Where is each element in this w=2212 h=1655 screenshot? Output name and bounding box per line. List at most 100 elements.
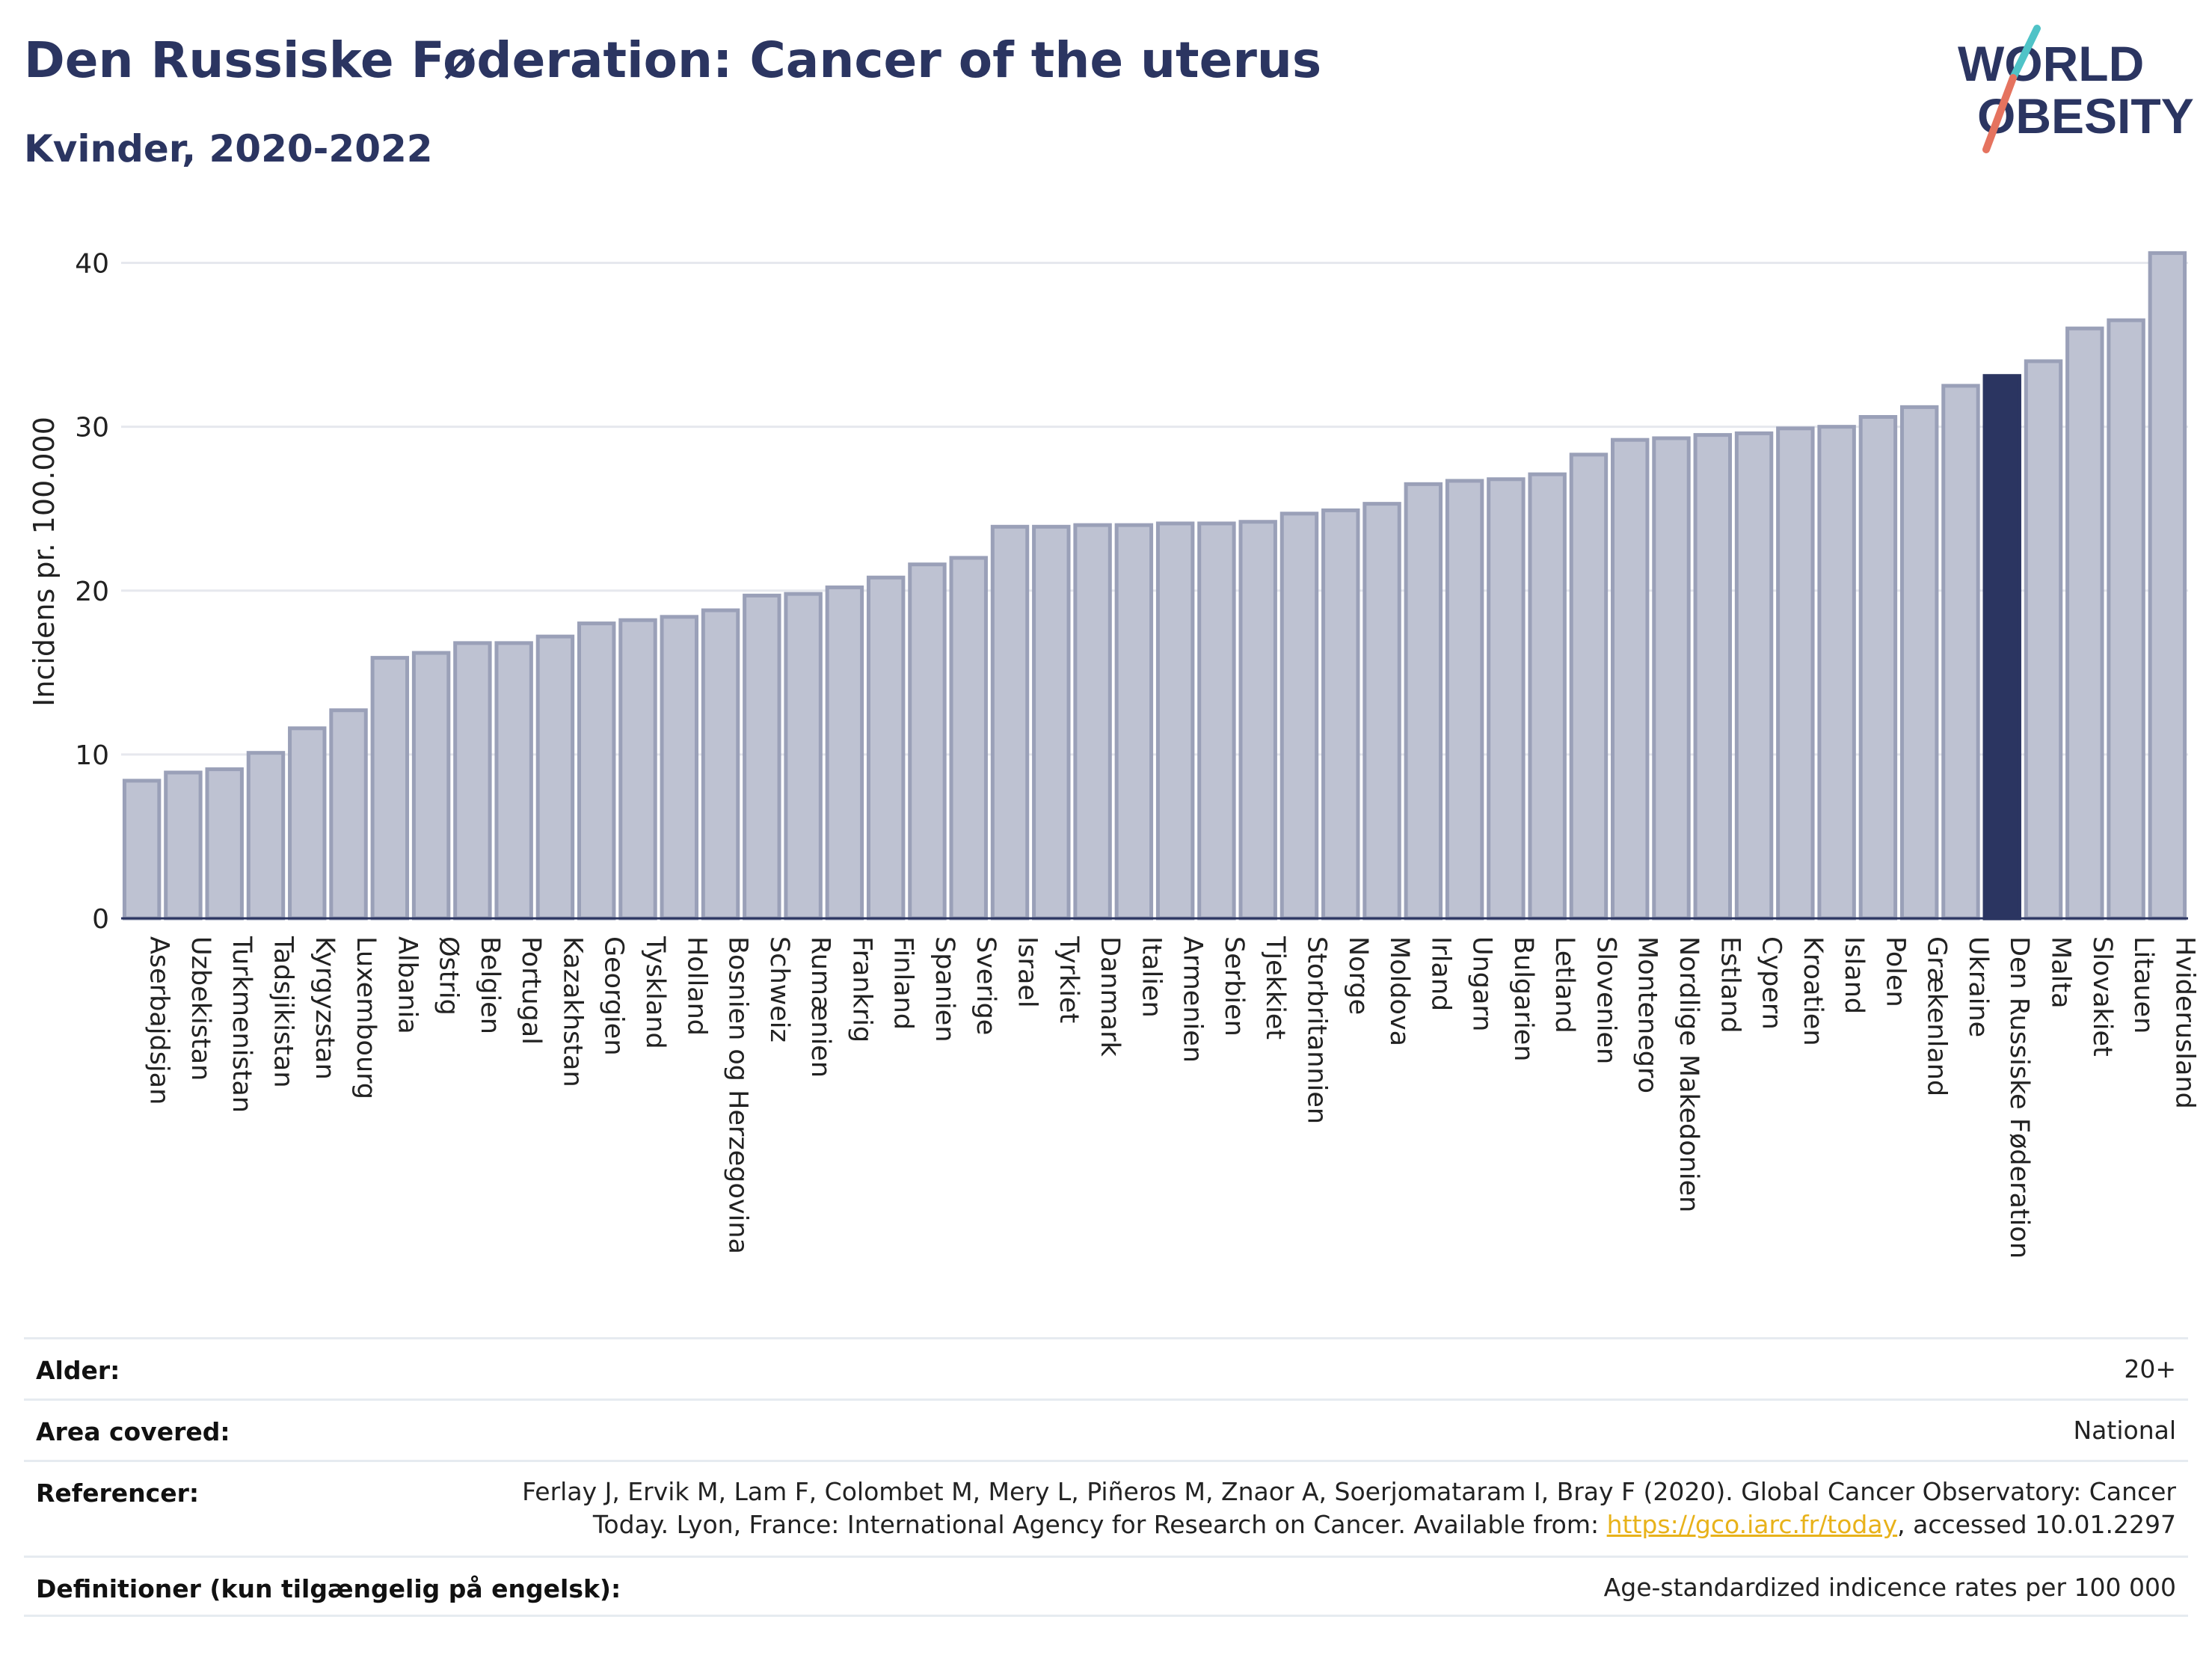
bar: [2107, 318, 2145, 921]
bar: [1652, 436, 1691, 921]
x-tick-label: Litauen: [2128, 936, 2158, 1034]
x-tick-label: Rumænien: [805, 936, 835, 1078]
bar: [1155, 521, 1195, 921]
meta-row-age: Alder: 20+: [24, 1337, 2188, 1398]
bar: [1858, 415, 1898, 921]
x-tick-label: Estland: [1715, 936, 1745, 1034]
world-obesity-logo: WORLD OBESITY: [1958, 25, 2194, 153]
x-tick-label: Slovakiet: [2087, 936, 2117, 1057]
x-tick-label: Østrig: [434, 936, 464, 1016]
x-tick-label: Montenegro: [1632, 936, 1662, 1093]
reference-text-pre: Today. Lyon, France: International Agenc…: [592, 1510, 1607, 1539]
bar: [577, 621, 616, 921]
x-tick-label: Bulgarien: [1508, 936, 1538, 1061]
bar: [370, 656, 410, 921]
x-tick-labels: Aserbajdsjan Uzbekistan Turkmenistan Tadsji…: [144, 936, 2200, 1259]
bar: [205, 767, 244, 921]
x-tick-label: Grækenland: [1922, 936, 1952, 1096]
bar: [1611, 437, 1650, 921]
bar: [1114, 523, 1154, 921]
bar: [660, 615, 698, 921]
x-tick-label: Moldova: [1384, 936, 1414, 1046]
bar: [825, 585, 864, 921]
bar: [1734, 431, 1774, 921]
meta-row-references: Referencer: Ferlay J, Ervik M, Lam F, Co…: [24, 1460, 2188, 1556]
bar: [784, 592, 823, 921]
bar: [246, 751, 286, 921]
x-tick-label: Frankrig: [847, 936, 876, 1043]
meta-value-definitions: Age-standardized indicence rates per 100…: [1603, 1573, 2176, 1602]
bar: [164, 770, 203, 921]
logo-text-obesity: OBESITY: [1977, 88, 2194, 144]
bars: [122, 251, 2187, 921]
bar: [1197, 521, 1236, 921]
bar: [1321, 508, 1360, 921]
meta-value-references: Ferlay J, Ervik M, Lam F, Colombet M, Me…: [522, 1476, 2176, 1541]
x-tick-label: Danmark: [1095, 936, 1125, 1057]
bar: [535, 634, 575, 921]
bar-highlight: [1982, 374, 2021, 921]
x-tick-label: Kazakhstan: [557, 936, 587, 1087]
bar: [1941, 384, 1980, 921]
x-tick-label: Finland: [888, 936, 918, 1030]
x-tick-label: Spanien: [930, 936, 959, 1043]
x-tick-label: Aserbajdsjan: [144, 936, 174, 1105]
y-tick-labels: 0 10 20 30 40: [75, 249, 109, 935]
x-tick-label: Kyrgyzstan: [310, 936, 340, 1080]
x-tick-label: Den Russiske Føderation: [2004, 936, 2034, 1259]
x-tick-label: Kroatien: [1798, 936, 1828, 1046]
chart-subtitle: Kvinder, 2020-2022: [24, 127, 433, 171]
reference-link[interactable]: https://gco.iarc.fr/today: [1606, 1510, 1898, 1539]
bar: [1238, 520, 1277, 921]
bar: [2065, 326, 2104, 921]
meta-label-age: Alder:: [36, 1356, 120, 1385]
logo-slash-teal: [2009, 25, 2041, 82]
x-tick-label: Serbien: [1219, 936, 1249, 1037]
x-tick-label: Malta: [2046, 936, 2076, 1009]
y-tick-label: 30: [75, 413, 109, 443]
x-tick-label: Armenien: [1178, 936, 1208, 1063]
x-tick-label: Holland: [681, 936, 711, 1036]
x-tick-label: Storbritannien: [1301, 936, 1331, 1124]
y-tick-label: 40: [75, 249, 109, 280]
logo-text-world: WORLD: [1958, 36, 2144, 91]
x-tick-label: Island: [1839, 936, 1869, 1014]
meta-row-definitions: Definitioner (kun tilgængelig på engelsk…: [24, 1556, 2188, 1617]
x-tick-label: Hviderusland: [2169, 936, 2199, 1109]
y-tick-label: 10: [75, 740, 109, 771]
meta-label-definitions: Definitioner (kun tilgængelig på engelsk…: [36, 1574, 621, 1603]
bar: [1528, 472, 1567, 921]
meta-row-area: Area covered: National: [24, 1398, 2188, 1460]
reference-line-2: Today. Lyon, France: International Agenc…: [522, 1508, 2176, 1541]
y-tick-label: 20: [75, 577, 109, 607]
reference-line-1: Ferlay J, Ervik M, Lam F, Colombet M, Me…: [522, 1477, 2176, 1506]
bar: [1445, 479, 1484, 921]
bar: [701, 608, 740, 921]
bar: [2024, 359, 2063, 921]
x-tick-label: Albania: [392, 936, 422, 1034]
x-tick-label: Ukraine: [1963, 936, 1993, 1037]
bar: [908, 562, 947, 921]
bar: [1032, 524, 1071, 921]
x-tick-label: Turkmenistan: [227, 936, 256, 1113]
x-tick-label: Tadsjikistan: [268, 936, 298, 1088]
bar: [2148, 251, 2187, 921]
bar: [453, 641, 492, 921]
x-tick-label: Italien: [1136, 936, 1166, 1018]
chart-title: Den Russiske Føderation: Cancer of the u…: [24, 31, 1322, 89]
x-tick-label: Norge: [1343, 936, 1373, 1015]
x-tick-label: Belgien: [475, 936, 505, 1034]
bar: [990, 524, 1030, 921]
meta-value-area: National: [2073, 1416, 2176, 1445]
bar: [1073, 523, 1112, 921]
x-tick-label: Ungarn: [1467, 936, 1497, 1031]
x-tick-label: Irland: [1425, 936, 1455, 1011]
y-tick-label: 0: [92, 904, 109, 935]
bar: [1279, 512, 1319, 921]
bar: [411, 651, 451, 921]
reference-text-post: , accessed 10.01.2297: [1897, 1510, 2176, 1539]
bar: [494, 641, 533, 921]
meta-value-age: 20+: [2124, 1354, 2176, 1384]
bar: [122, 779, 162, 921]
bar: [1899, 405, 1939, 921]
